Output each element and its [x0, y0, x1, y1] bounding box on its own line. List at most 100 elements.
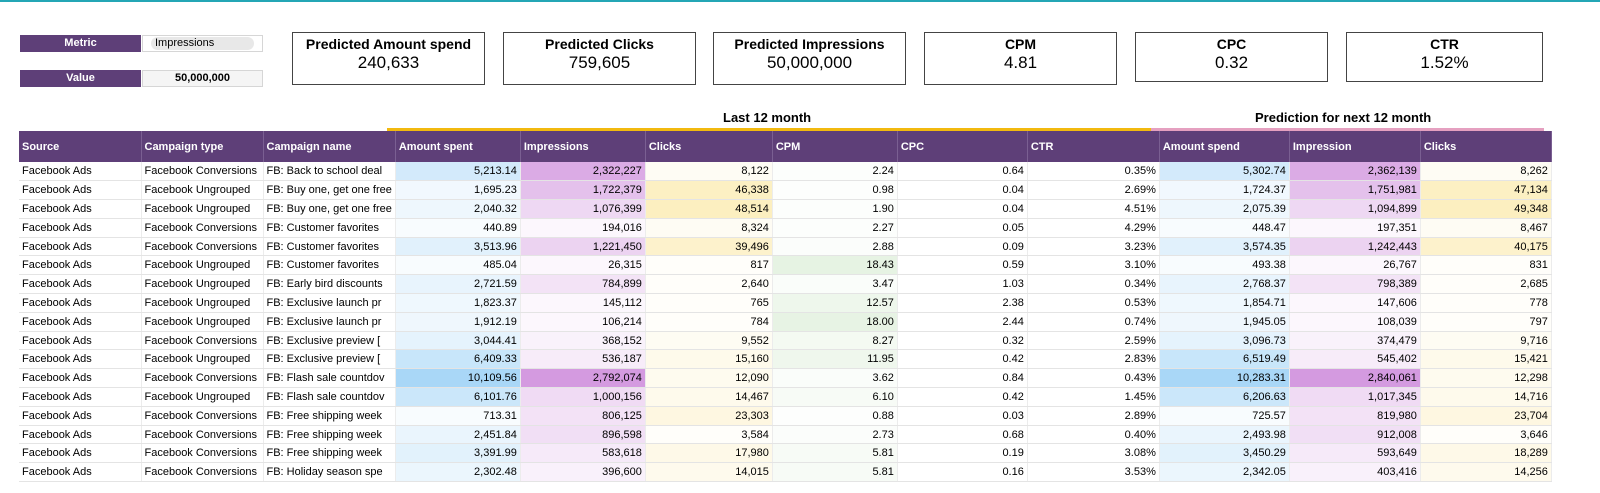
cell-predicted-clicks[interactable]: 14,716 — [1420, 387, 1552, 407]
cell-cpc[interactable]: 0.05 — [897, 218, 1028, 238]
column-header-predicted-amount-spend[interactable]: Amount spend — [1159, 131, 1290, 162]
cell-amount-spent[interactable]: 1,695.23 — [395, 180, 521, 201]
cell-campaign-name[interactable]: FB: Early bird discounts — [263, 274, 396, 295]
cell-campaign-name[interactable]: FB: Exclusive preview [ — [263, 331, 396, 351]
cell-cpc[interactable]: 1.03 — [897, 274, 1028, 295]
cell-ctr[interactable]: 2.69% — [1027, 180, 1160, 201]
cell-ctr[interactable]: 0.34% — [1027, 274, 1160, 295]
cell-impressions[interactable]: 1,000,156 — [520, 387, 646, 407]
cell-predicted-amount-spend[interactable]: 725.57 — [1159, 406, 1290, 426]
cell-source[interactable]: Facebook Ads — [19, 274, 142, 295]
cell-source[interactable]: Facebook Ads — [19, 199, 142, 219]
cell-cpm[interactable]: 2.24 — [772, 162, 898, 182]
cell-amount-spent[interactable]: 1,912.19 — [395, 312, 521, 332]
cell-campaign-type[interactable]: Facebook Conversions — [141, 462, 264, 483]
cell-cpm[interactable]: 2.73 — [772, 425, 898, 445]
cell-cpc[interactable]: 0.09 — [897, 237, 1028, 257]
cell-predicted-impression[interactable]: 403,416 — [1289, 462, 1421, 483]
cell-ctr[interactable]: 0.35% — [1027, 162, 1160, 182]
cell-clicks[interactable]: 8,122 — [645, 162, 773, 182]
cell-clicks[interactable]: 46,338 — [645, 180, 773, 201]
cell-predicted-impression[interactable]: 2,362,139 — [1289, 162, 1421, 182]
cell-source[interactable]: Facebook Ads — [19, 237, 142, 257]
cell-amount-spent[interactable]: 3,513.96 — [395, 237, 521, 257]
cell-predicted-impression[interactable]: 545,402 — [1289, 349, 1421, 370]
cell-clicks[interactable]: 784 — [645, 312, 773, 332]
cell-predicted-impression[interactable]: 197,351 — [1289, 218, 1421, 238]
cell-predicted-clicks[interactable]: 18,289 — [1420, 443, 1552, 464]
cell-cpm[interactable]: 2.27 — [772, 218, 898, 238]
cell-campaign-type[interactable]: Facebook Ungrouped — [141, 274, 264, 295]
column-header-clicks[interactable]: Clicks — [645, 131, 773, 162]
cell-cpc[interactable]: 0.64 — [897, 162, 1028, 182]
cell-source[interactable]: Facebook Ads — [19, 331, 142, 351]
cell-predicted-impression[interactable]: 1,017,345 — [1289, 387, 1421, 407]
cell-predicted-clicks[interactable]: 14,256 — [1420, 462, 1552, 483]
cell-cpm[interactable]: 2.88 — [772, 237, 898, 257]
cell-campaign-type[interactable]: Facebook Conversions — [141, 406, 264, 426]
cell-cpm[interactable]: 1.90 — [772, 199, 898, 219]
cell-amount-spent[interactable]: 6,409.33 — [395, 349, 521, 370]
cell-impressions[interactable]: 896,598 — [520, 425, 646, 445]
cell-predicted-amount-spend[interactable]: 448.47 — [1159, 218, 1290, 238]
cell-campaign-type[interactable]: Facebook Ungrouped — [141, 312, 264, 332]
cell-source[interactable]: Facebook Ads — [19, 180, 142, 201]
cell-predicted-amount-spend[interactable]: 1,945.05 — [1159, 312, 1290, 332]
cell-cpc[interactable]: 0.42 — [897, 349, 1028, 370]
metric-dropdown-value[interactable]: Impressions — [151, 37, 254, 50]
cell-clicks[interactable]: 39,496 — [645, 237, 773, 257]
cell-predicted-clicks[interactable]: 40,175 — [1420, 237, 1552, 257]
cell-cpc[interactable]: 0.32 — [897, 331, 1028, 351]
column-header-predicted-clicks[interactable]: Clicks — [1420, 131, 1552, 162]
cell-predicted-clicks[interactable]: 49,348 — [1420, 199, 1552, 219]
cell-clicks[interactable]: 14,015 — [645, 462, 773, 483]
cell-source[interactable]: Facebook Ads — [19, 406, 142, 426]
cell-cpm[interactable]: 3.47 — [772, 274, 898, 295]
cell-source[interactable]: Facebook Ads — [19, 293, 142, 313]
cell-clicks[interactable]: 14,467 — [645, 387, 773, 407]
cell-clicks[interactable]: 765 — [645, 293, 773, 313]
column-header-impressions[interactable]: Impressions — [520, 131, 646, 162]
cell-predicted-clicks[interactable]: 797 — [1420, 312, 1552, 332]
cell-amount-spent[interactable]: 1,823.37 — [395, 293, 521, 313]
cell-amount-spent[interactable]: 2,302.48 — [395, 462, 521, 483]
cell-ctr[interactable]: 2.89% — [1027, 406, 1160, 426]
cell-impressions[interactable]: 536,187 — [520, 349, 646, 370]
cell-predicted-clicks[interactable]: 831 — [1420, 255, 1552, 276]
cell-cpc[interactable]: 2.44 — [897, 312, 1028, 332]
cell-predicted-amount-spend[interactable]: 2,342.05 — [1159, 462, 1290, 483]
cell-predicted-impression[interactable]: 26,767 — [1289, 255, 1421, 276]
cell-impressions[interactable]: 194,016 — [520, 218, 646, 238]
cell-campaign-name[interactable]: FB: Customer favorites — [263, 218, 396, 238]
column-header-campaign-type[interactable]: Campaign type — [141, 131, 264, 162]
cell-clicks[interactable]: 9,552 — [645, 331, 773, 351]
cell-predicted-amount-spend[interactable]: 3,574.35 — [1159, 237, 1290, 257]
cell-clicks[interactable]: 8,324 — [645, 218, 773, 238]
cell-clicks[interactable]: 2,640 — [645, 274, 773, 295]
cell-campaign-type[interactable]: Facebook Conversions — [141, 162, 264, 182]
cell-ctr[interactable]: 0.74% — [1027, 312, 1160, 332]
cell-ctr[interactable]: 0.43% — [1027, 368, 1160, 389]
cell-predicted-amount-spend[interactable]: 2,075.39 — [1159, 199, 1290, 219]
cell-predicted-impression[interactable]: 1,242,443 — [1289, 237, 1421, 257]
cell-impressions[interactable]: 806,125 — [520, 406, 646, 426]
cell-cpm[interactable]: 11.95 — [772, 349, 898, 370]
cell-source[interactable]: Facebook Ads — [19, 387, 142, 407]
cell-ctr[interactable]: 2.59% — [1027, 331, 1160, 351]
cell-amount-spent[interactable]: 3,044.41 — [395, 331, 521, 351]
cell-predicted-amount-spend[interactable]: 2,768.37 — [1159, 274, 1290, 295]
cell-cpc[interactable]: 0.19 — [897, 443, 1028, 464]
cell-predicted-clicks[interactable]: 12,298 — [1420, 368, 1552, 389]
cell-cpc[interactable]: 0.04 — [897, 180, 1028, 201]
metric-dropdown[interactable]: Impressions — [142, 35, 263, 52]
cell-ctr[interactable]: 4.51% — [1027, 199, 1160, 219]
cell-clicks[interactable]: 3,584 — [645, 425, 773, 445]
cell-predicted-amount-spend[interactable]: 3,096.73 — [1159, 331, 1290, 351]
cell-amount-spent[interactable]: 5,213.14 — [395, 162, 521, 182]
cell-cpc[interactable]: 0.59 — [897, 255, 1028, 276]
cell-impressions[interactable]: 26,315 — [520, 255, 646, 276]
cell-campaign-type[interactable]: Facebook Conversions — [141, 425, 264, 445]
cell-ctr[interactable]: 4.29% — [1027, 218, 1160, 238]
cell-impressions[interactable]: 368,152 — [520, 331, 646, 351]
cell-ctr[interactable]: 0.53% — [1027, 293, 1160, 313]
